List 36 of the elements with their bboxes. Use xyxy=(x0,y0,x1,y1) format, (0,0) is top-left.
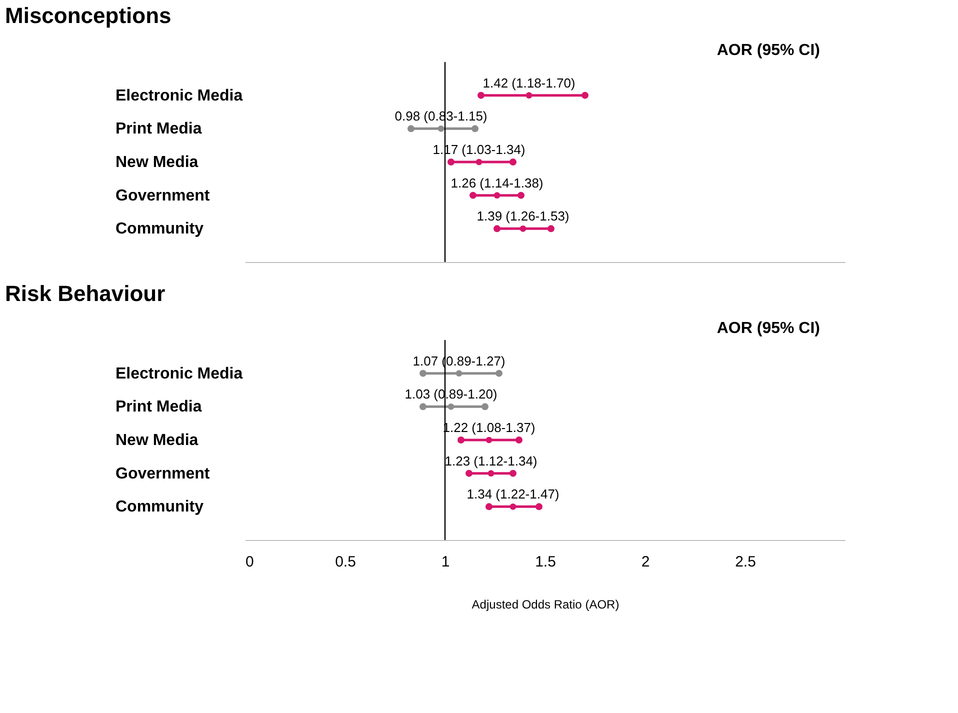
data-label: 1.34 (1.22-1.47) xyxy=(466,486,560,502)
data-label: 1.39 (1.26-1.53) xyxy=(476,208,570,224)
point xyxy=(520,226,526,232)
point xyxy=(476,158,482,166)
y-tick-label: Community xyxy=(116,498,204,516)
y-tick-label: Electronic Media xyxy=(116,365,243,382)
point xyxy=(448,404,454,410)
data-label: 1.26 (1.14-1.38) xyxy=(450,175,544,190)
x-axis-title: Adjusted Odds Ratio (AOR) xyxy=(472,598,620,612)
point xyxy=(494,192,500,198)
y-tick-label: Print Media xyxy=(116,120,202,138)
y-tick-label: Government xyxy=(116,465,210,482)
x-tick-label: 1.5 xyxy=(535,554,556,570)
y-tick-label: Print Media xyxy=(116,398,202,416)
y-tick-label: Electronic Media xyxy=(116,87,243,104)
point xyxy=(486,436,492,444)
text: AOR (95% CI) xyxy=(716,42,820,59)
data-label: 1.42 (1.18-1.70) xyxy=(482,75,576,90)
point xyxy=(510,504,516,510)
y-tick-label: New Media xyxy=(116,432,198,449)
x-tick-label: 1 xyxy=(441,554,450,570)
point xyxy=(526,92,532,98)
text: AOR (95% CI) xyxy=(716,320,820,337)
x-tick-label: 2.5 xyxy=(735,554,756,570)
chart-title: Misconceptions xyxy=(5,3,172,28)
point xyxy=(488,470,494,476)
x-tick-label: 0 xyxy=(246,554,254,570)
y-tick-label: Community xyxy=(116,220,204,238)
y-tick-label: Government xyxy=(116,187,210,204)
x-tick-label: 2 xyxy=(641,554,650,570)
y-tick-label: New Media xyxy=(116,154,198,171)
x-tick-label: 0.5 xyxy=(335,554,356,570)
data-label: 1.23 (1.12-1.34) xyxy=(444,453,538,468)
point xyxy=(456,370,462,376)
chart-title: Risk Behaviour xyxy=(5,281,166,306)
point xyxy=(438,126,444,132)
